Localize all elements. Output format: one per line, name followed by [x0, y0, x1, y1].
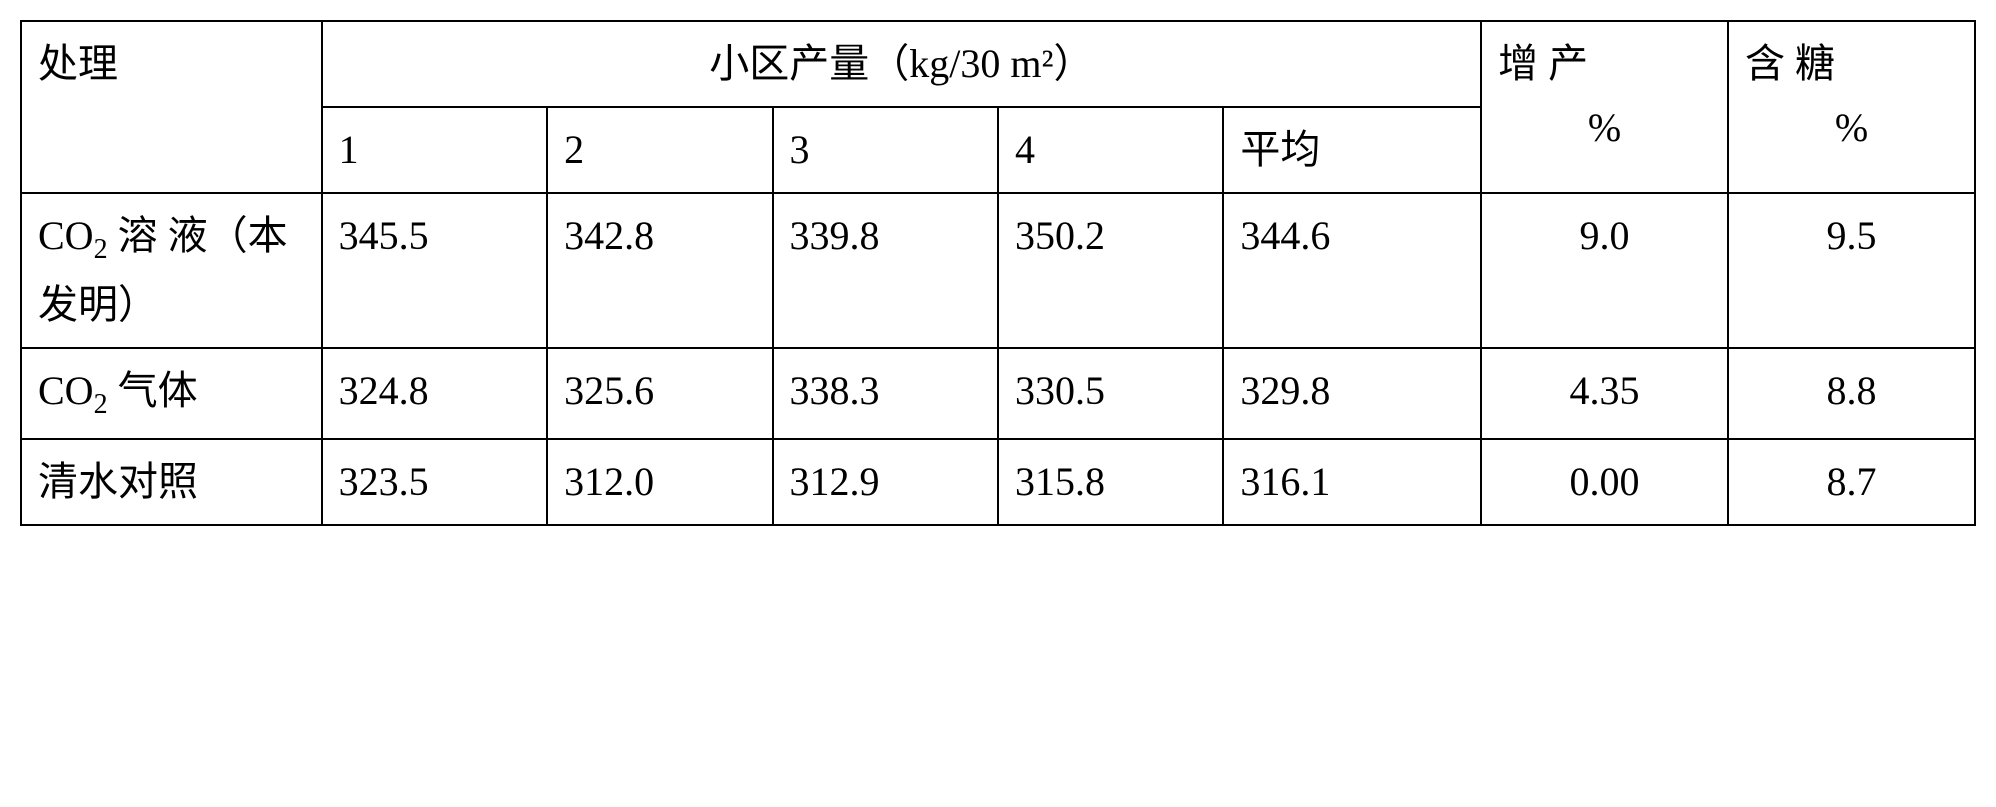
cell-avg: 329.8	[1223, 348, 1481, 439]
cell-treatment: CO2 气体	[21, 348, 322, 439]
header-treatment: 处理	[21, 21, 322, 193]
header-plot2: 2	[547, 107, 772, 193]
cell-plot3: 339.8	[773, 193, 998, 348]
table-header-row-1: 处理 小区产量（kg/30 m²） 增 产 % 含 糖 %	[21, 21, 1975, 107]
header-avg: 平均	[1223, 107, 1481, 193]
cell-plot2: 312.0	[547, 439, 772, 525]
cell-plot3: 312.9	[773, 439, 998, 525]
cell-plot1: 323.5	[322, 439, 547, 525]
header-increase: 增 产 %	[1481, 21, 1728, 193]
table-row: CO2 气体 324.8 325.6 338.3 330.5 329.8 4.3…	[21, 348, 1975, 439]
header-plot-yield-group: 小区产量（kg/30 m²）	[322, 21, 1481, 107]
header-plot3: 3	[773, 107, 998, 193]
table-row: 清水对照 323.5 312.0 312.9 315.8 316.1 0.00 …	[21, 439, 1975, 525]
cell-plot2: 325.6	[547, 348, 772, 439]
header-increase-line2: %	[1498, 96, 1711, 160]
cell-avg: 316.1	[1223, 439, 1481, 525]
table-row: CO2 溶 液（本发明） 345.5 342.8 339.8 350.2 344…	[21, 193, 1975, 348]
cell-plot1: 324.8	[322, 348, 547, 439]
cell-increase: 4.35	[1481, 348, 1728, 439]
header-sugar: 含 糖 %	[1728, 21, 1975, 193]
cell-plot3: 338.3	[773, 348, 998, 439]
cell-plot1: 345.5	[322, 193, 547, 348]
cell-sugar: 9.5	[1728, 193, 1975, 348]
cell-increase: 0.00	[1481, 439, 1728, 525]
header-plot4: 4	[998, 107, 1223, 193]
cell-increase: 9.0	[1481, 193, 1728, 348]
header-increase-line1: 增 产	[1498, 41, 1588, 86]
yield-data-table: 处理 小区产量（kg/30 m²） 增 产 % 含 糖 % 1 2 3 4 平均…	[20, 20, 1976, 526]
cell-plot2: 342.8	[547, 193, 772, 348]
header-sugar-line1: 含 糖	[1745, 41, 1835, 86]
cell-avg: 344.6	[1223, 193, 1481, 348]
cell-sugar: 8.7	[1728, 439, 1975, 525]
cell-sugar: 8.8	[1728, 348, 1975, 439]
header-sugar-line2: %	[1745, 96, 1958, 160]
cell-plot4: 315.8	[998, 439, 1223, 525]
cell-plot4: 330.5	[998, 348, 1223, 439]
cell-treatment: 清水对照	[21, 439, 322, 525]
cell-plot4: 350.2	[998, 193, 1223, 348]
header-plot1: 1	[322, 107, 547, 193]
cell-treatment: CO2 溶 液（本发明）	[21, 193, 322, 348]
